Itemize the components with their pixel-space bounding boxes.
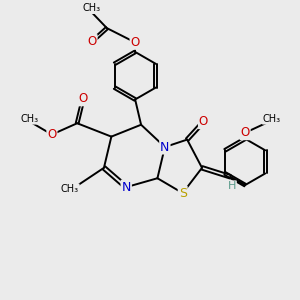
Text: CH₃: CH₃ (263, 114, 281, 124)
Text: CH₃: CH₃ (21, 114, 39, 124)
Text: N: N (160, 140, 170, 154)
Text: O: O (79, 92, 88, 105)
Text: CH₃: CH₃ (83, 3, 101, 13)
Text: O: O (47, 128, 56, 141)
Text: O: O (241, 126, 250, 139)
Text: H: H (227, 181, 236, 191)
Text: CH₃: CH₃ (61, 184, 79, 194)
Text: O: O (87, 35, 97, 48)
Text: S: S (179, 187, 187, 200)
Text: O: O (130, 36, 140, 49)
Text: O: O (199, 115, 208, 128)
Text: N: N (122, 181, 131, 194)
